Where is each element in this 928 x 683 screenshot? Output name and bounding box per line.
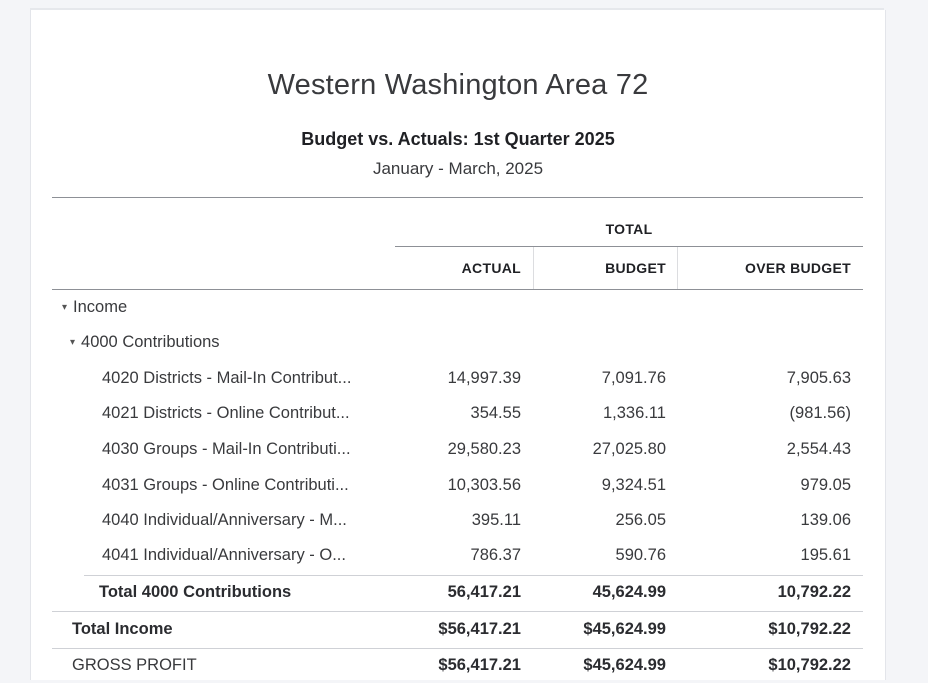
total-contributions-label: Total 4000 Contributions — [99, 583, 292, 601]
section-income-label: Income — [73, 298, 128, 316]
total-contributions-budget[interactable]: 45,624.99 — [592, 583, 666, 601]
row-actual[interactable]: 29,580.23 — [447, 440, 521, 458]
table-row[interactable]: 4021 Districts - Online Contribut... 354… — [52, 396, 862, 431]
total-contributions-row[interactable]: Total 4000 Contributions 56,417.21 45,62… — [52, 575, 862, 610]
header-group-rule — [395, 246, 863, 247]
row-over-budget[interactable]: 2,554.43 — [786, 440, 851, 458]
total-income-budget[interactable]: $45,624.99 — [583, 620, 666, 638]
row-budget[interactable]: 256.05 — [615, 511, 666, 529]
gross-profit-actual[interactable]: $56,417.21 — [438, 656, 521, 674]
top-border — [30, 8, 884, 10]
gross-profit-budget[interactable]: $45,624.99 — [583, 656, 666, 674]
total-income-row[interactable]: Total Income $56,417.21 $45,624.99 $10,7… — [52, 612, 862, 647]
row-actual[interactable]: 354.55 — [470, 404, 521, 422]
collapse-caret-icon[interactable]: ▾ — [70, 337, 76, 348]
total-contributions-actual[interactable]: 56,417.21 — [447, 583, 521, 601]
gross-profit-label: GROSS PROFIT — [72, 656, 197, 674]
report-title: Budget vs. Actuals: 1st Quarter 2025 — [301, 129, 615, 149]
total-income-rule — [52, 611, 863, 612]
row-budget[interactable]: 27,025.80 — [592, 440, 666, 458]
report-period: January - March, 2025 — [372, 159, 544, 178]
gross-profit-rule — [52, 648, 863, 649]
row-over-budget[interactable]: 7,905.63 — [786, 369, 851, 387]
subtotal-rule — [84, 575, 863, 576]
header-top-rule — [52, 197, 863, 198]
header-over-budget[interactable]: OVER BUDGET — [745, 260, 851, 276]
header-budget[interactable]: BUDGET — [605, 260, 666, 276]
gross-profit-row[interactable]: GROSS PROFIT $56,417.21 $45,624.99 $10,7… — [52, 648, 862, 683]
header-divider-2 — [677, 247, 678, 289]
section-contributions-label: 4000 Contributions — [81, 333, 220, 351]
row-label[interactable]: 4021 Districts - Online Contribut... — [102, 404, 350, 422]
row-actual[interactable]: 395.11 — [471, 511, 521, 529]
row-over-budget[interactable]: 195.61 — [800, 546, 851, 564]
row-budget[interactable]: 9,324.51 — [601, 476, 666, 494]
row-label[interactable]: 4020 Districts - Mail-In Contribut... — [102, 369, 352, 387]
total-income-label: Total Income — [72, 620, 173, 638]
section-contributions[interactable]: ▾ 4000 Contributions — [52, 325, 862, 360]
row-actual[interactable]: 786.37 — [470, 546, 521, 564]
table-row[interactable]: 4020 Districts - Mail-In Contribut... 14… — [52, 361, 862, 396]
table-row[interactable]: 4030 Groups - Mail-In Contributi... 29,5… — [52, 432, 862, 467]
row-budget[interactable]: 1,336.11 — [602, 404, 666, 422]
row-actual[interactable]: 10,303.56 — [447, 476, 521, 494]
total-income-actual[interactable]: $56,417.21 — [438, 620, 521, 638]
report-card: Western Washington Area 72 Budget vs. Ac… — [30, 10, 886, 680]
company-name: Western Washington Area 72 — [267, 69, 649, 101]
total-income-over[interactable]: $10,792.22 — [768, 620, 851, 638]
gross-profit-over[interactable]: $10,792.22 — [768, 656, 851, 674]
row-over-budget[interactable]: 139.06 — [800, 511, 851, 529]
row-label[interactable]: 4031 Groups - Online Contributi... — [102, 476, 349, 494]
row-actual[interactable]: 14,997.39 — [447, 369, 521, 387]
row-budget[interactable]: 590.76 — [615, 546, 666, 564]
row-label[interactable]: 4040 Individual/Anniversary - M... — [102, 511, 347, 529]
row-budget[interactable]: 7,091.76 — [601, 369, 666, 387]
collapse-caret-icon[interactable]: ▾ — [62, 302, 68, 313]
total-contributions-over[interactable]: 10,792.22 — [777, 583, 851, 601]
row-label[interactable]: 4041 Individual/Anniversary - O... — [102, 546, 346, 564]
header-bottom-rule — [52, 289, 863, 290]
table-row[interactable]: 4031 Groups - Online Contributi... 10,30… — [52, 468, 862, 503]
row-over-budget[interactable]: (981.56) — [789, 404, 851, 422]
header-actual[interactable]: ACTUAL — [461, 260, 521, 276]
table-row[interactable]: 4040 Individual/Anniversary - M... 395.1… — [52, 503, 862, 538]
row-over-budget[interactable]: 979.05 — [800, 476, 851, 494]
header-divider-1 — [533, 247, 534, 289]
header-total: TOTAL — [605, 221, 653, 237]
row-label[interactable]: 4030 Groups - Mail-In Contributi... — [102, 440, 351, 458]
section-income[interactable]: ▾ Income — [52, 290, 862, 325]
table-row[interactable]: 4041 Individual/Anniversary - O... 786.3… — [52, 538, 862, 573]
